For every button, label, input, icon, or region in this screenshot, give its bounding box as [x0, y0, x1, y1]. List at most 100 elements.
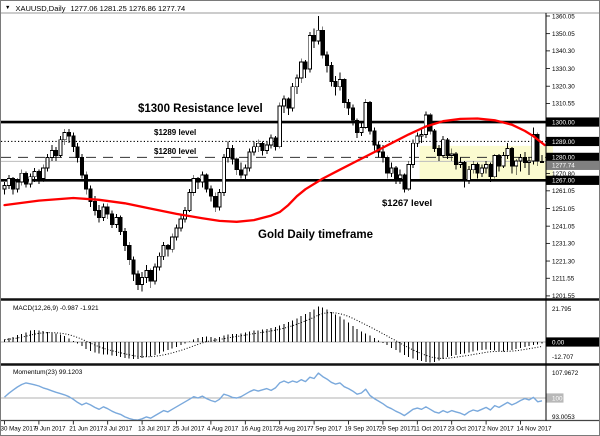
time-tick-label: 13 Jul 2017: [138, 426, 171, 433]
annotation-2: $1280 level: [154, 147, 196, 156]
bear-candle: [79, 156, 84, 176]
bull-candle: [466, 169, 471, 181]
bull-candle: [174, 227, 179, 238]
price-tick-label: 1201.55: [552, 293, 575, 300]
level-1300-box: [546, 117, 599, 127]
bear-candle: [367, 102, 373, 132]
momentum-line: [4, 372, 543, 421]
bull-candle: [45, 156, 50, 169]
bull-candle: [539, 160, 545, 164]
bear-candle: [238, 169, 244, 176]
macd-legend: MACD(12,26,9) -0.987 -1.921: [13, 305, 99, 312]
bear-candle: [342, 79, 347, 104]
level-1267-label: 1267.00: [552, 178, 575, 185]
chart-titlebar: ▼ XAUUSD,Daily 1277.06 1281.25 1276.86 1…: [5, 3, 185, 13]
bull-candle: [294, 77, 299, 88]
bull-candle: [200, 174, 205, 183]
time-tick-label: 28 Aug 2017: [276, 426, 311, 433]
bear-candle: [286, 98, 291, 109]
bull-candle: [187, 192, 192, 211]
bear-candle: [273, 137, 278, 148]
level-1280-box: [546, 152, 599, 162]
macd-min-label: -12.707: [552, 354, 574, 361]
bear-candle: [385, 156, 390, 174]
bull-candle: [32, 171, 37, 178]
moving-average-line[interactable]: [3, 117, 546, 223]
bull-candle: [307, 35, 312, 70]
bull-candle: [410, 142, 416, 165]
chart-title-ohlc: 1277.06 1281.25 1276.86 1277.74: [70, 3, 186, 13]
annotation-1: $1289 level: [154, 128, 196, 137]
bull-candle: [170, 236, 175, 250]
bear-candle: [496, 155, 502, 167]
bear-candle: [453, 153, 459, 165]
level-1300-label: 1300.00: [552, 119, 575, 126]
candlesticks-layer: [2, 16, 545, 292]
bear-candle: [71, 135, 76, 148]
bear-candle: [509, 148, 514, 167]
time-tick-label: 21 Jun 2017: [69, 426, 104, 433]
bull-candle: [157, 255, 162, 268]
bull-candle: [15, 181, 20, 190]
bull-candle: [247, 151, 252, 169]
symbol-dropdown-icon[interactable]: ▼: [5, 5, 11, 11]
macd-zero-label: 0.00: [552, 339, 565, 346]
price-tick-label: 1251.05: [552, 206, 575, 213]
level-1267-box: [546, 175, 599, 185]
momentum-pane: Momentum(23) 99.1203: [1, 369, 546, 421]
price-tick-label: 1340.30: [552, 48, 575, 55]
bull-candle: [398, 174, 403, 180]
bear-candle: [109, 213, 115, 225]
bull-candle: [316, 29, 321, 42]
bull-candle: [458, 162, 463, 165]
time-tick-label: 3 Jul 2017: [104, 426, 133, 433]
time-tick-label: 23 Oct 2017: [448, 426, 482, 433]
time-tick-label: 11 Oct 2017: [413, 426, 447, 433]
bear-candle: [23, 172, 29, 185]
bull-candle: [406, 163, 411, 190]
bull-candle: [479, 167, 484, 174]
price-tick-label: 1211.55: [552, 276, 575, 283]
bear-candle: [148, 269, 153, 282]
bear-candle: [165, 245, 170, 250]
bear-candle: [75, 146, 80, 158]
bear-candle: [92, 201, 97, 211]
momentum-legend: Momentum(23) 99.1203: [13, 369, 83, 376]
macd-zero-box: [546, 337, 599, 347]
bear-candle: [535, 133, 540, 162]
bull-candle: [140, 277, 145, 285]
price-axis[interactable]: 1360.05 1350.05 1340.30 1330.30 1320.30 1310.…: [546, 13, 599, 421]
bear-candle: [402, 174, 407, 190]
bull-candle: [101, 206, 106, 218]
bear-candle: [432, 130, 437, 149]
bear-candle: [11, 178, 16, 190]
bear-candle: [97, 209, 102, 218]
time-tick-label: 16 Aug 2017: [241, 426, 276, 433]
price-tick-label: 1241.05: [552, 223, 575, 230]
bull-candle: [191, 178, 196, 194]
bull-candle: [28, 176, 33, 185]
bull-candle: [264, 144, 269, 151]
bull-candle: [337, 79, 342, 88]
bear-candle: [324, 54, 330, 66]
bear-candle: [355, 119, 360, 134]
macd-pane: MACD(12,26,9) -0.987 -1.921: [1, 305, 546, 363]
bear-candle: [195, 178, 201, 183]
bull-candle: [58, 139, 63, 157]
time-tick-label: 9 Jun 2017: [35, 426, 66, 433]
bull-candle: [419, 133, 424, 137]
bear-candle: [122, 231, 127, 247]
bear-candle: [105, 206, 110, 215]
bull-candle: [2, 185, 7, 190]
bull-candle: [178, 218, 183, 229]
bull-candle: [363, 102, 368, 128]
price-tick-label: 1350.05: [552, 31, 575, 38]
bear-candle: [234, 158, 239, 171]
ma-layer: [3, 117, 546, 223]
bull-candle: [514, 160, 519, 167]
annotation-3: $1267 level: [382, 198, 432, 209]
bull-candle: [415, 135, 420, 144]
